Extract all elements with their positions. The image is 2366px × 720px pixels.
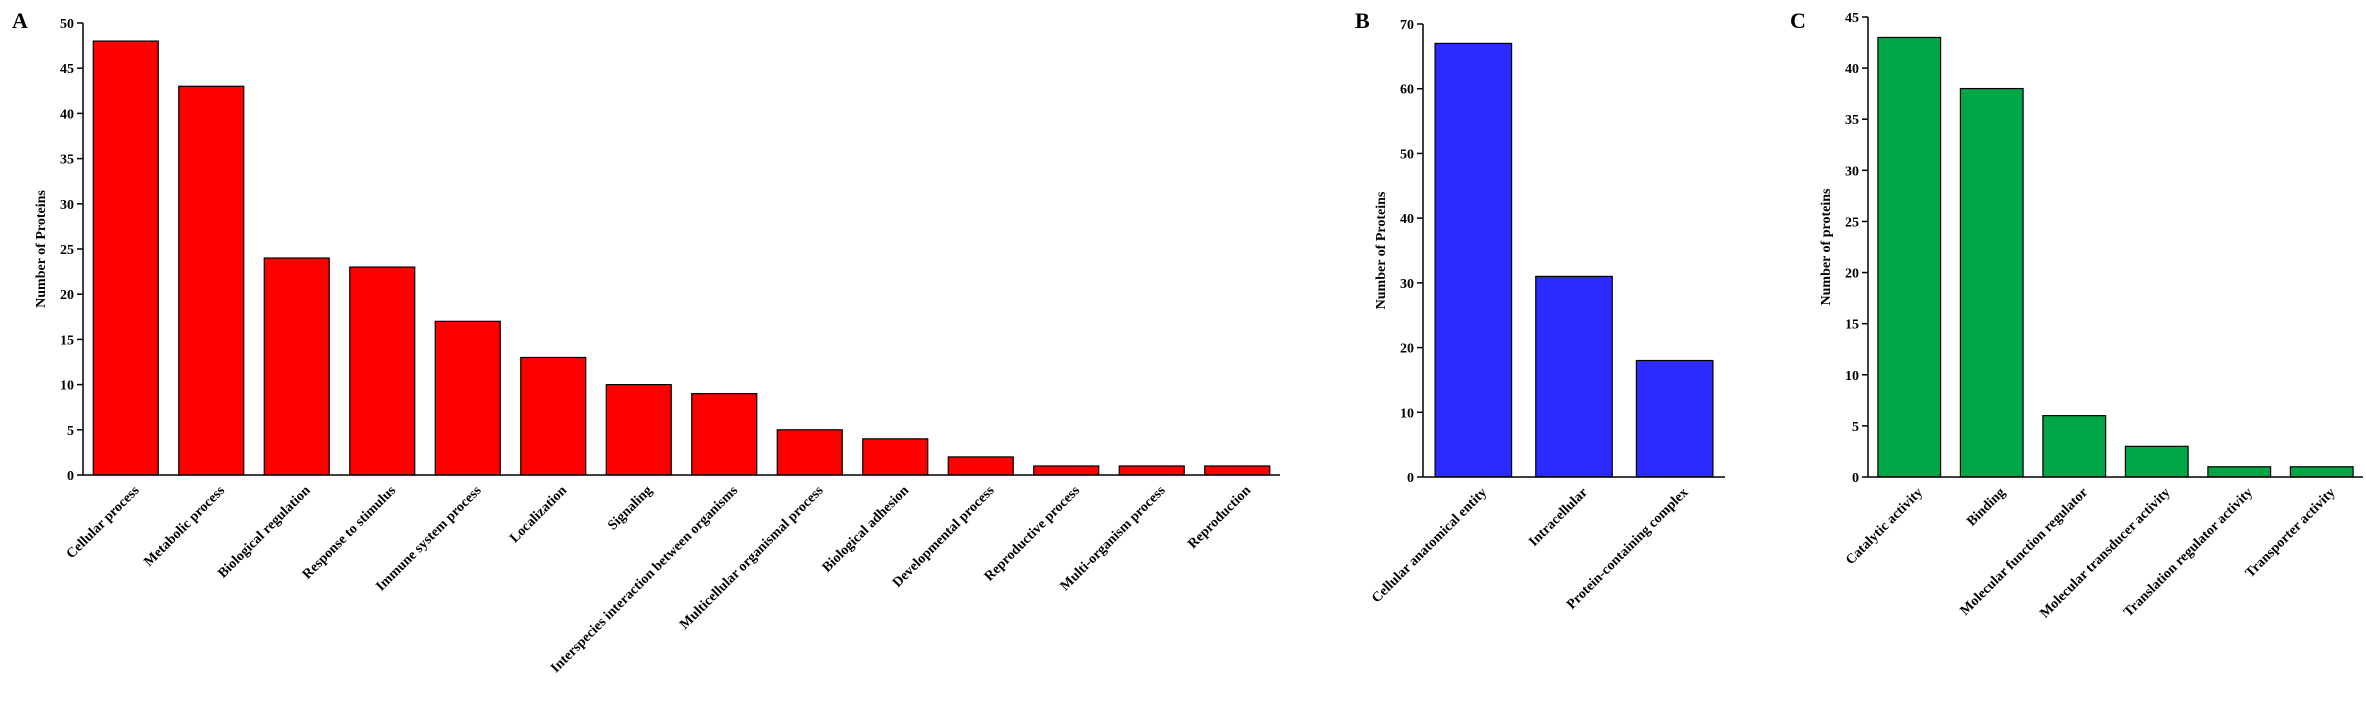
y-tick-label: 0	[67, 469, 74, 484]
y-tick-label: 15	[1845, 318, 1859, 333]
y-tick-label: 0	[1852, 471, 1859, 486]
x-tick-label: Multicellular organismal process	[677, 483, 827, 633]
bar	[1877, 36, 1942, 478]
x-tick-label: Biological adhesion	[820, 483, 912, 575]
x-tick-label: Interspecies interaction between organis…	[548, 483, 741, 676]
x-tick-label: Localization	[507, 483, 570, 546]
bar	[1204, 465, 1271, 476]
y-tick-label: 10	[1400, 406, 1414, 421]
y-tick-label: 25	[1845, 215, 1859, 230]
y-tick-label: 70	[1400, 18, 1414, 33]
y-axis-label: Number of Proteins	[1374, 191, 1389, 309]
y-tick-label: 35	[1845, 113, 1859, 128]
bar	[520, 356, 587, 476]
y-tick-label: 35	[60, 153, 74, 168]
y-axis-label: Number of Proteins	[34, 190, 49, 308]
x-tick-label: Catalytic activity	[1843, 485, 1926, 568]
bar	[691, 393, 758, 476]
y-tick-label: 0	[1407, 471, 1414, 486]
y-tick-label: 40	[1400, 212, 1414, 227]
y-tick-label: 60	[1400, 83, 1414, 98]
bar	[92, 40, 159, 476]
bar	[776, 429, 843, 476]
y-tick-label: 20	[60, 288, 74, 303]
y-tick-label: 10	[1845, 369, 1859, 384]
bar	[2207, 466, 2272, 478]
y-tick-label: 10	[60, 379, 74, 394]
x-tick-label: Protein-containing complex	[1564, 485, 1691, 612]
bar	[947, 456, 1014, 476]
x-tick-label: Response to stimulus	[300, 483, 400, 583]
y-tick-label: 40	[60, 107, 74, 122]
x-tick-label: Binding	[1964, 485, 2008, 529]
panel-label: A	[12, 8, 28, 33]
y-tick-label: 20	[1845, 267, 1859, 282]
y-tick-label: 30	[60, 198, 74, 213]
bar	[605, 384, 672, 476]
bar	[434, 320, 501, 476]
bar	[1959, 87, 2024, 478]
bar	[862, 438, 929, 476]
x-tick-label: Intracellular	[1526, 485, 1591, 550]
y-tick-label: 50	[1400, 147, 1414, 162]
y-tick-label: 5	[1852, 420, 1859, 435]
bar	[2124, 445, 2189, 478]
bar	[1033, 465, 1100, 476]
bar	[2289, 466, 2354, 478]
bar	[2042, 415, 2107, 478]
y-tick-label: 30	[1400, 277, 1414, 292]
x-tick-label: Signaling	[605, 483, 655, 533]
y-tick-label: 25	[60, 243, 74, 258]
x-tick-label: Metabolic process	[141, 483, 228, 570]
x-tick-label: Molecular transducer activity	[2037, 485, 2173, 621]
y-tick-label: 20	[1400, 342, 1414, 357]
y-tick-label: 45	[1845, 11, 1859, 26]
y-tick-label: 50	[60, 17, 74, 32]
bar	[349, 266, 416, 476]
y-axis-label: Number of proteins	[1819, 188, 1834, 305]
y-tick-label: 40	[1845, 62, 1859, 77]
x-tick-label: Transporter activity	[2243, 485, 2339, 581]
bar	[1118, 465, 1185, 476]
x-tick-label: Biological regulation	[215, 483, 313, 581]
y-tick-label: 45	[60, 62, 74, 77]
y-tick-label: 15	[60, 333, 74, 348]
bar	[178, 85, 245, 476]
x-tick-label: Cellular process	[64, 483, 143, 562]
bar	[1635, 359, 1714, 478]
y-tick-label: 5	[67, 424, 74, 439]
x-tick-label: Reproduction	[1185, 483, 1254, 552]
x-tick-label: Cellular anatomical entity	[1369, 485, 1490, 606]
x-tick-label: Reproductive process	[982, 483, 1084, 585]
bar	[1434, 42, 1513, 478]
panel-label: B	[1355, 8, 1370, 33]
bar	[263, 257, 330, 476]
bar	[1535, 275, 1613, 478]
panel-label: C	[1790, 8, 1806, 33]
y-tick-label: 30	[1845, 164, 1859, 179]
